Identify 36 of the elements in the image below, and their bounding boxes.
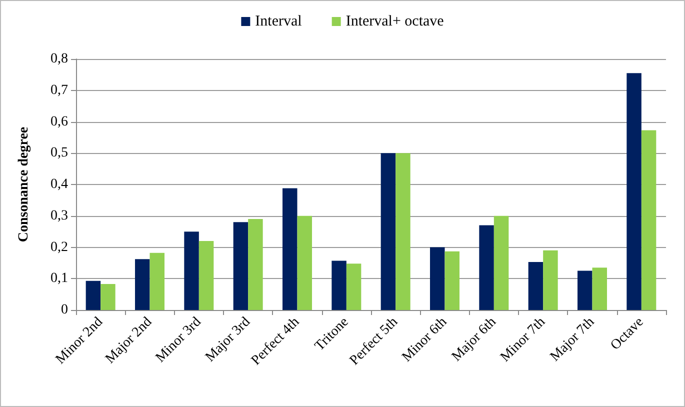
bar (396, 153, 410, 310)
bar (282, 188, 298, 310)
bar (494, 216, 509, 310)
bar (380, 153, 396, 310)
y-tick-label: 0 (61, 302, 68, 318)
y-tick-label: 0,4 (50, 177, 68, 192)
y-axis-title: Consonance degree (16, 126, 32, 242)
y-tick-label: 0,8 (50, 52, 68, 66)
bar (100, 284, 116, 310)
bar (248, 219, 263, 310)
bar (332, 260, 346, 310)
y-tick-label: 0,7 (50, 82, 68, 98)
bar (641, 130, 656, 310)
bar (233, 222, 248, 310)
y-tick-label: 0,5 (50, 146, 68, 161)
bar (430, 247, 445, 310)
bar (184, 232, 199, 310)
y-tick-label: 0,6 (50, 114, 68, 130)
bar (150, 252, 164, 310)
bar (479, 225, 494, 310)
bar (578, 270, 592, 310)
y-tick-label: 0,2 (50, 240, 68, 255)
bar (198, 240, 214, 310)
bar (86, 280, 101, 310)
bar (297, 216, 312, 310)
bar (346, 264, 362, 310)
y-tick-label: 0,1 (50, 271, 68, 286)
bar (592, 268, 607, 310)
bar (444, 251, 460, 310)
legend-label: Interval+ octave (346, 14, 444, 30)
bar (528, 262, 544, 310)
y-tick-label: 0,3 (50, 208, 68, 224)
bar (543, 250, 558, 310)
bar (135, 259, 150, 310)
bar (626, 73, 642, 310)
legend-label: Interval (255, 14, 302, 30)
